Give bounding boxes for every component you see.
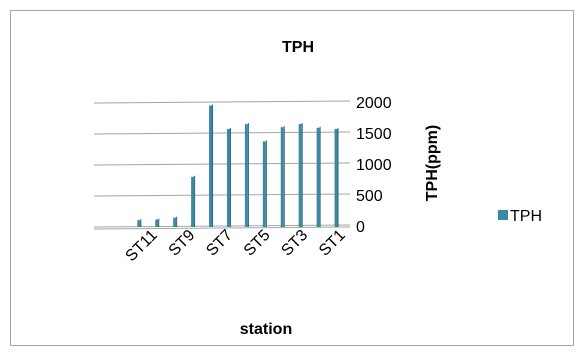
bar-shade-ST8 (194, 175, 196, 227)
bar-bar13 (334, 129, 338, 227)
x-axis-floor (93, 226, 351, 230)
gridline-0 (93, 224, 351, 228)
gridlines (93, 100, 351, 230)
legend-label: TPH (510, 208, 542, 225)
y-tick-label: 2000 (356, 95, 392, 112)
bar-shade-ST3 (283, 126, 285, 227)
y-tick-label: 0 (356, 219, 365, 236)
bar-shade-ST7 (212, 104, 214, 227)
bar-shade-ST10 (158, 218, 160, 227)
bar-ST4 (262, 141, 266, 227)
y-tick-labels: 0 500 1000 1500 2000 (356, 95, 392, 236)
bar-shade-ST9 (176, 216, 178, 227)
chart-border (10, 10, 574, 346)
gridline-500 (93, 193, 351, 197)
y-axis-title: TPH(ppm) (424, 125, 441, 201)
y-tick-label: 1000 (356, 157, 392, 174)
bar-shade-bar13 (337, 128, 339, 227)
y-tick-label: 500 (356, 188, 383, 205)
bar-ST5 (244, 124, 248, 227)
bars (137, 104, 339, 227)
legend: TPH (498, 208, 542, 225)
bar-ST11 (137, 220, 141, 227)
bar-shade-ST2 (301, 123, 303, 227)
bar-ST1 (316, 127, 320, 227)
gridline-2000 (93, 100, 351, 104)
y-tick-label: 1500 (356, 126, 392, 143)
x-axis-title: station (240, 321, 292, 338)
gridline-1500 (93, 131, 351, 135)
chart-title: TPH (282, 39, 314, 56)
bar-ST10 (155, 219, 159, 227)
bar-shade-ST6 (229, 128, 231, 227)
bar-ST9 (173, 217, 177, 227)
bar-shade-ST5 (247, 123, 249, 227)
bar-ST3 (280, 127, 284, 227)
legend-swatch (498, 210, 508, 220)
bar-ST6 (226, 129, 230, 227)
bar-ST2 (298, 124, 302, 227)
bar-shade-ST4 (265, 140, 267, 227)
bar-ST8 (191, 176, 195, 227)
bar-shade-ST1 (319, 126, 321, 227)
bar-ST7 (209, 105, 213, 227)
gridline-1000 (93, 162, 351, 166)
bar-shade-ST11 (140, 219, 142, 227)
